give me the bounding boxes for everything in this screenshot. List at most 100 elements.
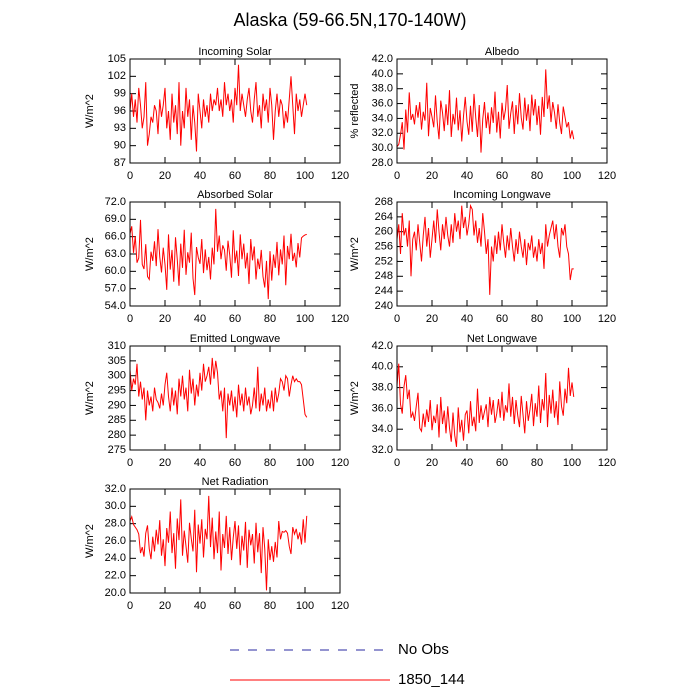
y-tick-label: 275	[108, 444, 126, 456]
y-axis-label: W/m^2	[84, 381, 96, 415]
y-tick-label: 295	[108, 384, 126, 396]
plot-frame	[396, 58, 608, 164]
x-tick-label: 0	[127, 313, 133, 325]
x-tick-label: 80	[264, 170, 276, 182]
x-tick-label: 100	[563, 170, 581, 182]
x-tick-label: 40	[461, 457, 473, 469]
x-tick-label: 120	[331, 457, 349, 469]
x-tick-label: 120	[598, 170, 616, 182]
plot-frame	[396, 345, 608, 451]
x-tick-label: 20	[426, 170, 438, 182]
y-tick-label: 22.0	[105, 570, 126, 582]
x-tick-label: 100	[296, 313, 314, 325]
x-tick-label: 20	[426, 313, 438, 325]
y-tick-label: 40.0	[372, 361, 393, 373]
y-tick-label: 96	[114, 105, 126, 117]
y-tick-label: 268	[375, 196, 393, 208]
x-tick-label: 0	[394, 313, 400, 325]
y-tick-label: 38.0	[372, 83, 393, 95]
y-tick-label: 32.0	[105, 483, 126, 495]
plot-frame	[129, 58, 341, 164]
panel-title: Net Longwave	[467, 333, 537, 345]
y-tick-label: 40.0	[372, 68, 393, 80]
x-tick-label: 40	[194, 600, 206, 612]
panel: Net Longwave W/m^2 0 20 40 60 80 100 120 32.0 34.0…	[349, 333, 616, 469]
panel: Incoming Longwave W/m^2 0 20 40 60 80 100 120 240…	[349, 189, 616, 325]
x-tick-label: 100	[563, 313, 581, 325]
y-tick-label: 102	[108, 70, 126, 82]
data-line	[129, 357, 308, 439]
x-tick-label: 40	[194, 170, 206, 182]
x-tick-label: 0	[394, 170, 400, 182]
y-tick-label: 42.0	[372, 340, 393, 352]
y-axis-label: % reflected	[349, 83, 361, 138]
plot-frame	[129, 345, 341, 451]
y-tick-label: 66.0	[105, 231, 126, 243]
y-tick-label: 260	[375, 226, 393, 238]
y-tick-label: 72.0	[105, 196, 126, 208]
data-line	[396, 363, 575, 447]
panel: Emitted Longwave W/m^2 0 20 40 60 80 100 120 275 2…	[84, 333, 349, 469]
x-tick-label: 100	[296, 170, 314, 182]
y-tick-label: 30.0	[105, 500, 126, 512]
y-tick-label: 28.0	[372, 157, 393, 169]
panel-title: Incoming Solar	[198, 46, 272, 58]
x-tick-label: 120	[331, 600, 349, 612]
x-tick-label: 60	[496, 313, 508, 325]
x-tick-label: 40	[461, 170, 473, 182]
y-tick-label: 252	[375, 255, 393, 267]
x-tick-label: 20	[426, 457, 438, 469]
panel-title: Absorbed Solar	[197, 189, 273, 201]
x-tick-label: 60	[229, 457, 241, 469]
y-tick-label: 36.0	[372, 97, 393, 109]
y-tick-label: 30.0	[372, 142, 393, 154]
plot-frame	[129, 201, 341, 307]
y-tick-label: 38.0	[372, 382, 393, 394]
legend-label: 1850_144	[398, 671, 465, 688]
y-tick-label: 60.0	[105, 265, 126, 277]
x-tick-label: 60	[229, 313, 241, 325]
x-tick-label: 20	[159, 457, 171, 469]
x-tick-label: 80	[531, 313, 543, 325]
y-tick-label: 256	[375, 240, 393, 252]
x-tick-label: 0	[394, 457, 400, 469]
data-line	[129, 64, 308, 152]
x-tick-label: 40	[194, 457, 206, 469]
y-tick-label: 90	[114, 140, 126, 152]
x-tick-label: 40	[194, 313, 206, 325]
y-tick-label: 300	[108, 370, 126, 382]
y-tick-label: 69.0	[105, 213, 126, 225]
x-tick-label: 20	[159, 313, 171, 325]
y-axis-label: W/m^2	[349, 381, 361, 415]
data-line	[129, 208, 307, 300]
y-tick-label: 93	[114, 122, 126, 134]
legend-label: No Obs	[398, 641, 449, 658]
x-tick-label: 80	[531, 457, 543, 469]
x-tick-label: 80	[264, 600, 276, 612]
panel: Net Radiation W/m^2 0 20 40 60 80 100 120 20.0 22.…	[84, 476, 349, 612]
data-line	[396, 203, 574, 295]
x-tick-label: 80	[531, 170, 543, 182]
x-tick-label: 80	[264, 313, 276, 325]
x-tick-label: 20	[159, 170, 171, 182]
y-tick-label: 280	[108, 429, 126, 441]
y-axis-label: W/m^2	[84, 94, 96, 128]
y-tick-label: 305	[108, 355, 126, 367]
y-tick-label: 34.0	[372, 112, 393, 124]
x-tick-label: 120	[598, 457, 616, 469]
y-tick-label: 244	[375, 285, 393, 297]
panel: Albedo % reflected 0 20 40 60 80 100 120 28.0 30.0…	[349, 46, 616, 182]
y-axis-label: W/m^2	[349, 237, 361, 271]
x-tick-label: 100	[563, 457, 581, 469]
y-tick-label: 32.0	[372, 444, 393, 456]
x-tick-label: 100	[296, 457, 314, 469]
x-tick-label: 40	[461, 313, 473, 325]
x-tick-label: 120	[331, 313, 349, 325]
y-tick-label: 36.0	[372, 402, 393, 414]
plot-frame	[396, 201, 608, 307]
y-tick-label: 54.0	[105, 300, 126, 312]
data-line	[396, 69, 575, 153]
y-tick-label: 57.0	[105, 283, 126, 295]
y-tick-label: 34.0	[372, 423, 393, 435]
